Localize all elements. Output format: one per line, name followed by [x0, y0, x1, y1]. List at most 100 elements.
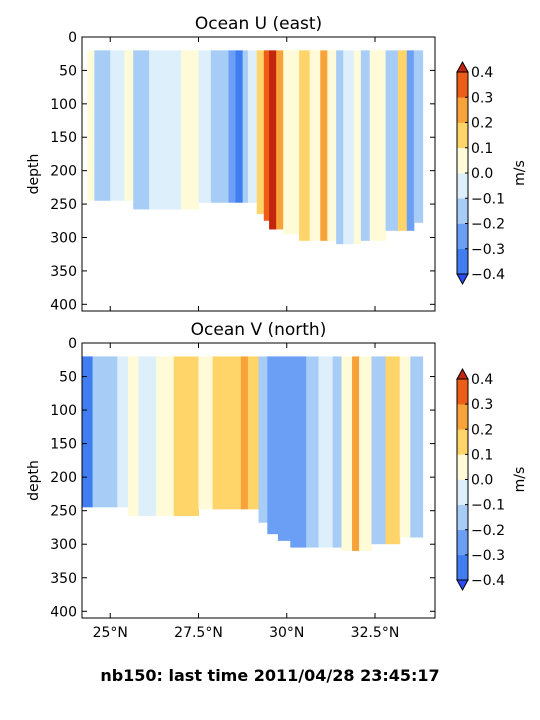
y-tick-label: 100: [50, 403, 77, 419]
panel-title: Ocean V (north): [191, 320, 327, 340]
data-cell: [92, 356, 118, 508]
y-tick-label: 150: [50, 437, 77, 453]
colorbar-extend-max: [456, 367, 469, 380]
data-cell: [369, 50, 387, 241]
colorbar-tick-label: 0.0: [471, 166, 493, 182]
data-cell: [256, 50, 265, 215]
data-cell: [397, 50, 408, 231]
colorbar-extend-min: [456, 579, 469, 592]
colorbar-tick-label: −0.1: [471, 498, 505, 514]
colorbar: −0.4 −0.3 −0.2 −0.1 0.0 0.1 0.2 0.3 0.4 m/s: [456, 367, 528, 592]
data-cell: [110, 50, 125, 201]
x-tick-label: 25°N: [93, 625, 128, 641]
y-tick-label: 350: [50, 571, 77, 587]
y-tick-label: 200: [50, 164, 77, 180]
data-cell: [276, 50, 284, 230]
colorbar-label: m/s: [512, 160, 528, 186]
colorbar-segment: [457, 404, 468, 430]
data-cell: [341, 356, 353, 551]
y-tick-label: 0: [68, 336, 77, 352]
colorbar-tick-label: 0.4: [471, 372, 493, 388]
data-cell: [133, 50, 150, 210]
data-cell: [212, 356, 242, 510]
colorbar-tick-label: −0.4: [471, 573, 505, 589]
panel-title: Ocean U (east): [195, 14, 322, 34]
data-cell: [163, 50, 182, 210]
data-cell: [198, 50, 212, 203]
axes-frame: [81, 36, 436, 312]
data-cell: [399, 356, 411, 538]
data-cell: [336, 50, 344, 245]
data-cell: [149, 50, 164, 210]
y-tick-label: 50: [59, 63, 77, 79]
colorbar-tick-label: 0.1: [471, 447, 493, 463]
data-cell: [180, 50, 199, 210]
colorbar-extend-min: [456, 273, 469, 286]
colorbar-tick-label: 0.2: [471, 422, 493, 438]
colorbar-segment: [457, 429, 468, 455]
data-cell: [277, 356, 291, 541]
panel-ocean-v: Ocean V (north) depth 0 50 100 150 200 250 300 35…: [26, 320, 528, 641]
data-cell: [332, 356, 342, 548]
data-cell: [360, 50, 371, 241]
colorbar-tick-label: −0.4: [471, 267, 505, 283]
data-cell: [127, 356, 139, 517]
data-cell: [82, 356, 94, 508]
y-axis-label: depth: [26, 460, 42, 501]
colorbar-tick-label: 0.3: [471, 397, 493, 413]
colorbar-tick-label: 0.3: [471, 90, 493, 106]
data-cell: [318, 356, 334, 548]
colorbar-tick-label: −0.2: [471, 523, 505, 539]
colorbar-segment: [457, 72, 468, 98]
colorbar-segment: [457, 479, 468, 505]
data-cell: [306, 356, 320, 548]
data-cell: [290, 356, 307, 548]
y-tick-label: 100: [50, 97, 77, 113]
y-tick-label: 200: [50, 470, 77, 486]
y-tick-label: 150: [50, 130, 77, 146]
data-cell: [320, 50, 328, 241]
data-cell: [124, 50, 134, 201]
data-cell: [247, 50, 258, 203]
colorbar-tick-label: 0.2: [471, 116, 493, 132]
axes-frame: [81, 342, 436, 619]
data-cell: [343, 50, 355, 245]
data-cell: [173, 356, 199, 517]
colorbar-segment: [457, 223, 468, 250]
data-cell: [353, 50, 362, 245]
y-tick-label: 0: [68, 30, 77, 46]
x-tick-label: 27.5°N: [174, 625, 223, 641]
colorbar-segment: [457, 173, 468, 199]
data-cell: [235, 50, 244, 203]
colorbar-tick-label: 0.0: [471, 473, 493, 489]
data-cell: [267, 356, 279, 535]
data-cell: [87, 50, 95, 201]
y-tick-label: 300: [50, 230, 77, 246]
data-cell: [242, 50, 249, 203]
data-cell: [138, 356, 157, 517]
colorbar: −0.4 −0.3 −0.2 −0.1 0.0 0.1 0.2 0.3 0.4 m/s: [456, 60, 528, 286]
panel-ocean-u: Ocean U (east) depth 0 50 100 150 200 250 300 350…: [26, 14, 528, 313]
data-cell: [283, 50, 300, 235]
colorbar-tick-label: −0.3: [471, 548, 505, 564]
data-cell: [327, 50, 337, 241]
colorbar-segment: [457, 248, 468, 275]
data-cell: [371, 356, 387, 545]
figure-suptitle: nb150: last time 2011/04/28 23:45:17: [100, 666, 440, 685]
x-tick-label: 32.5°N: [351, 625, 400, 641]
data-cell: [359, 356, 372, 551]
colorbar-segment: [457, 379, 468, 405]
data-cell: [309, 50, 321, 241]
colorbar-extend-max: [456, 60, 469, 73]
data-cell: [240, 356, 249, 510]
data-cell: [413, 50, 424, 223]
colorbar-tick-label: 0.1: [471, 141, 493, 157]
data-cell: [94, 50, 111, 201]
data-cell: [228, 50, 237, 203]
data-cell: [299, 50, 311, 241]
colorbar-tick-label: −0.1: [471, 191, 505, 207]
colorbar-tick-label: −0.2: [471, 217, 505, 233]
data-cell: [385, 50, 399, 231]
data-cell: [410, 356, 424, 538]
data-cell: [406, 50, 415, 231]
